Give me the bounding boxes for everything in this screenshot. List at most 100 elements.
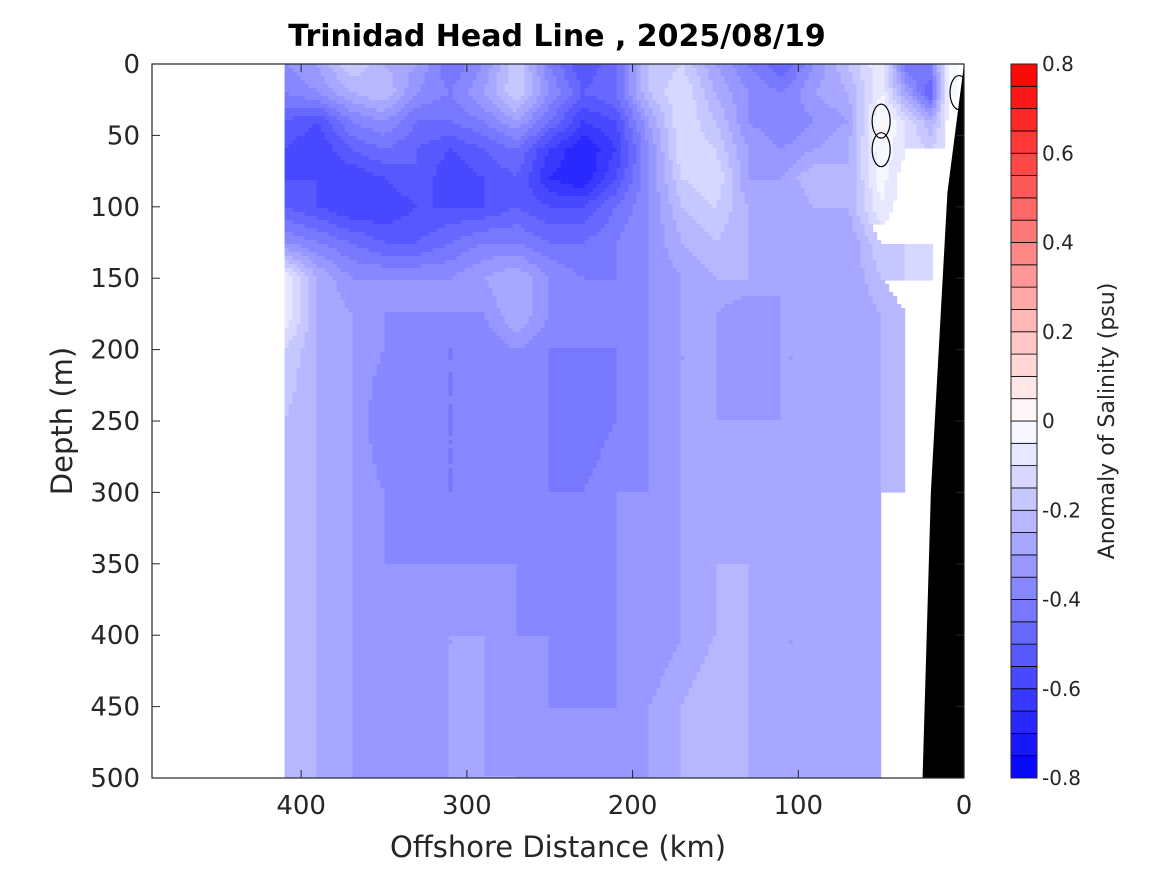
contour-cell [616, 688, 658, 693]
contour-cell [316, 696, 354, 701]
contour-cell [368, 420, 450, 425]
contour-cell [648, 420, 682, 425]
contour-cell [800, 100, 826, 105]
contour-cell [680, 516, 882, 521]
contour-cell [388, 116, 406, 121]
contour-cell [452, 408, 550, 413]
contour-cell [812, 116, 846, 121]
contour-cell [300, 296, 310, 301]
contour-cell [296, 332, 306, 337]
contour-cell [544, 144, 558, 149]
contour-cell [352, 628, 518, 633]
contour-cell [352, 460, 374, 465]
contour-cell [856, 116, 866, 121]
contour-cell [880, 468, 906, 473]
contour-cell [880, 456, 906, 461]
contour-cell [668, 660, 706, 665]
contour-cell [316, 196, 410, 201]
contour-cell [648, 368, 682, 373]
contour-cell [284, 692, 318, 697]
contour-cell [528, 316, 550, 321]
contour-cell [896, 124, 906, 129]
contour-cell [512, 108, 518, 113]
contour-cell [532, 300, 550, 305]
contour-cell [316, 204, 418, 209]
contour-cell [716, 148, 726, 153]
contour-cell [696, 68, 710, 73]
contour-cell [880, 404, 906, 409]
contour-cell [504, 268, 522, 273]
contour-cell [880, 480, 906, 485]
contour-cell [648, 200, 662, 205]
contour-cell [940, 64, 946, 69]
contour-cell [748, 764, 882, 769]
contour-cell [748, 632, 882, 637]
contour-cell [536, 64, 546, 69]
contour-cell [872, 68, 886, 73]
contour-cell [524, 84, 534, 89]
contour-cell [284, 148, 334, 153]
contour-cell [624, 68, 630, 73]
contour-cell [928, 80, 934, 85]
contour-cell [780, 364, 882, 369]
contour-cell [344, 84, 394, 89]
contour-cell [392, 184, 434, 189]
contour-cell [804, 108, 838, 113]
contour-cell [284, 232, 294, 237]
contour-cell [784, 72, 798, 77]
contour-cell [648, 716, 682, 721]
contour-cell [800, 92, 818, 97]
contour-cell [708, 104, 722, 109]
contour-cell [352, 556, 386, 561]
contour-cell [884, 80, 890, 85]
contour-cell [316, 184, 394, 189]
contour-cell [320, 68, 334, 73]
contour-cell [316, 524, 354, 529]
contour-cell [616, 108, 626, 113]
contour-cell [808, 112, 842, 117]
contour-cell [680, 580, 718, 585]
contour-cell [572, 88, 582, 93]
contour-cell [532, 80, 542, 85]
contour-cell [344, 128, 374, 133]
contour-cell [880, 416, 906, 421]
contour-cell [448, 692, 486, 697]
contour-cell [352, 516, 386, 521]
contour-cell [648, 320, 682, 325]
contour-cell [680, 328, 718, 333]
contour-cell [904, 276, 934, 281]
contour-cell [452, 432, 550, 437]
contour-cell [508, 64, 526, 69]
y-tick-label: 350 [90, 550, 140, 580]
zero-contour-line [871, 103, 891, 139]
contour-cell [536, 68, 546, 73]
contour-cell [536, 196, 598, 201]
contour-cell [284, 120, 330, 125]
contour-cell [404, 92, 418, 97]
contour-cell [648, 236, 666, 241]
contour-cell [372, 448, 450, 453]
contour-cell [500, 212, 530, 217]
contour-cell [680, 332, 718, 337]
contour-cell [716, 276, 750, 281]
contour-cell [716, 340, 782, 345]
contour-cell [456, 80, 474, 85]
contour-cell [684, 244, 750, 249]
contour-cell [648, 204, 662, 209]
contour-cell [616, 64, 626, 69]
contour-cell [352, 364, 378, 369]
contour-cell [460, 72, 478, 77]
contour-cell [716, 152, 730, 157]
contour-cell [452, 456, 550, 461]
contour-cell [316, 380, 354, 385]
contour-cell [532, 112, 546, 117]
contour-cell [704, 264, 750, 269]
contour-cell [532, 164, 546, 169]
contour-cell [748, 644, 882, 649]
contour-cell [732, 180, 742, 185]
contour-cell [356, 136, 406, 141]
contour-cell [856, 96, 866, 101]
contour-cell [528, 340, 650, 345]
contour-cell [876, 268, 906, 273]
contour-cell [448, 712, 486, 717]
